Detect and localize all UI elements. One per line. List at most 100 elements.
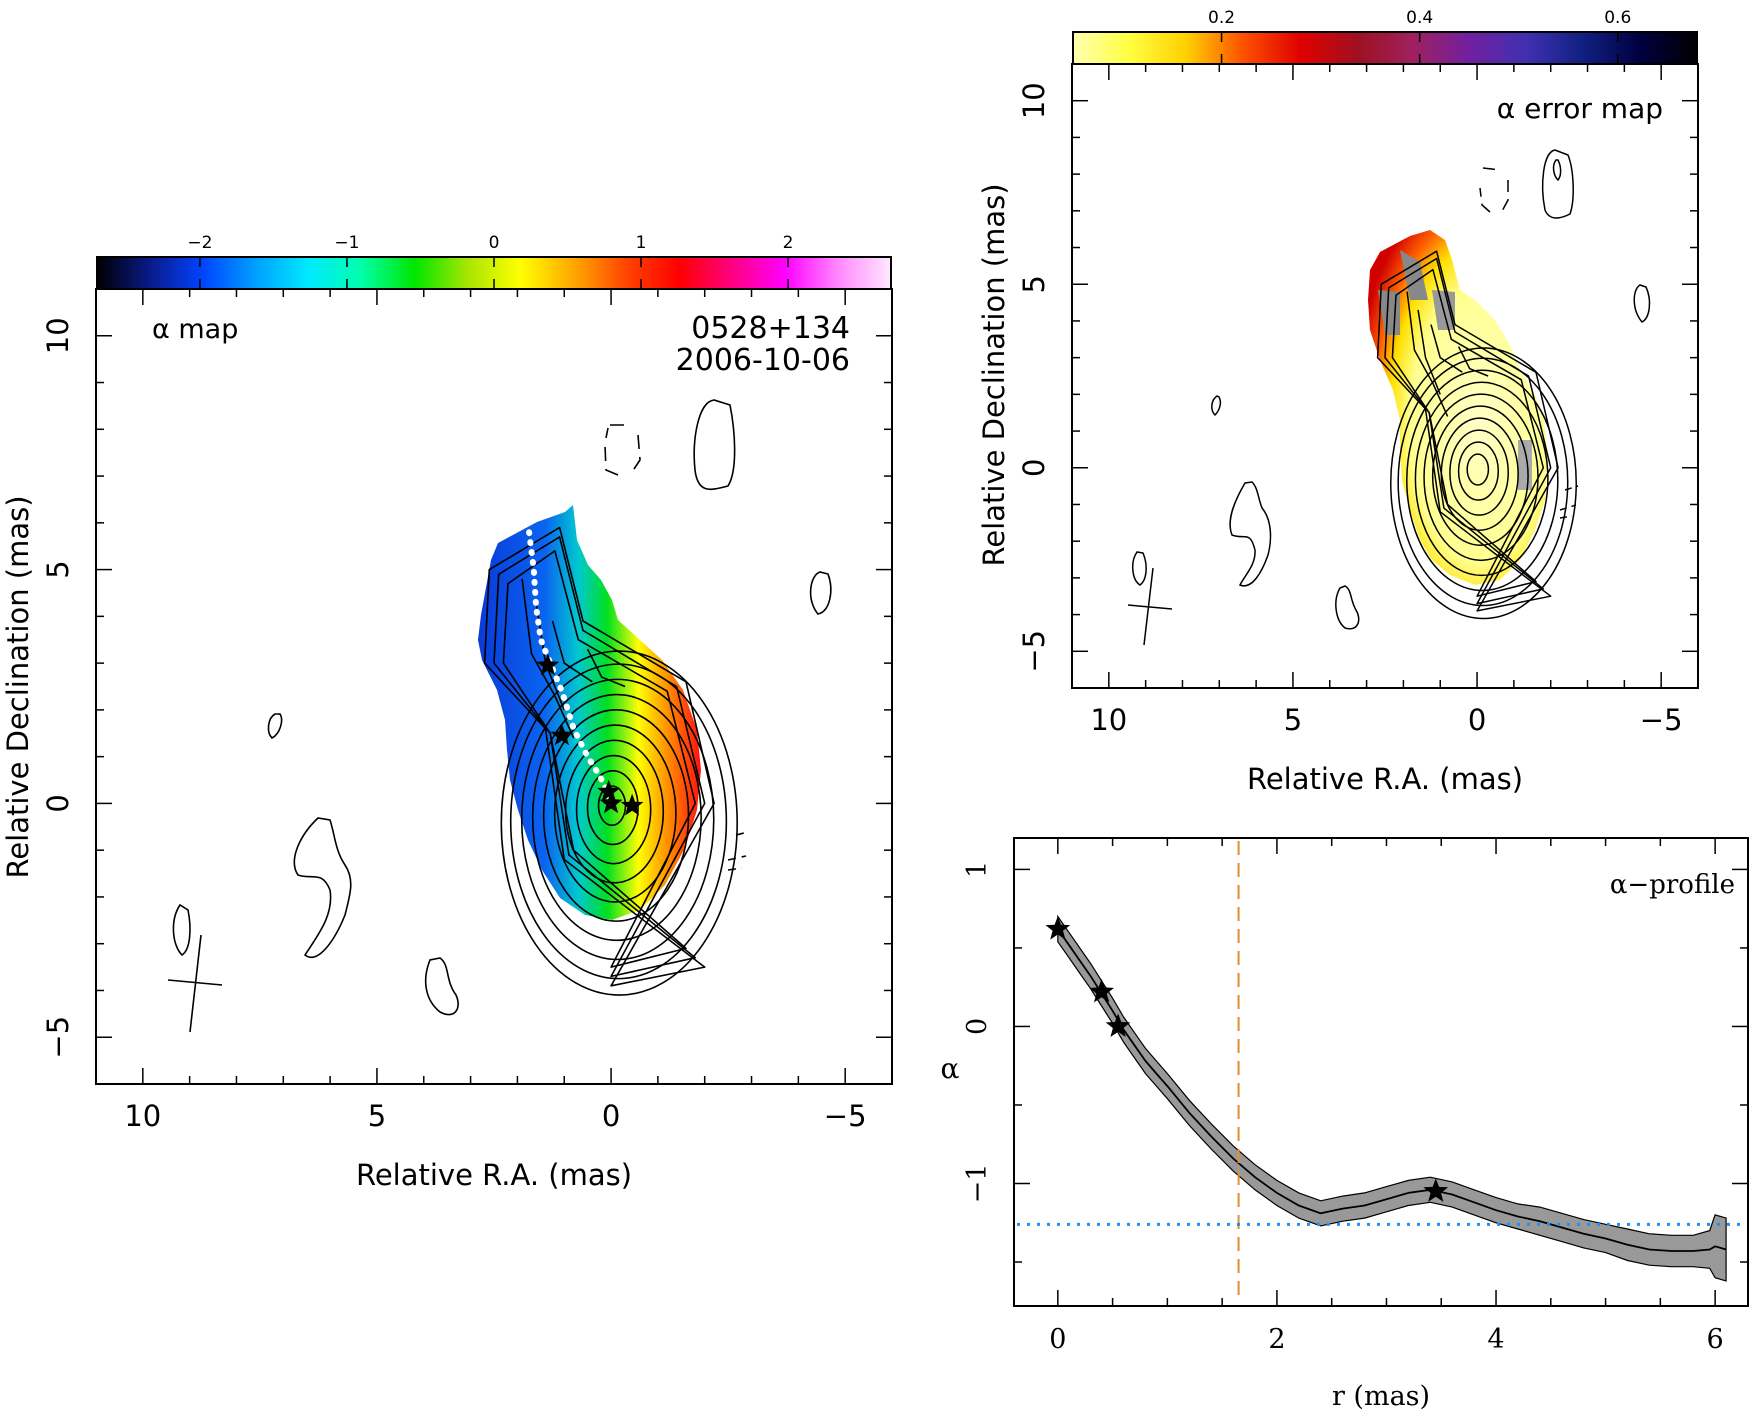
alpha-map-contour bbox=[483, 526, 715, 987]
alpha-map-star bbox=[620, 793, 644, 816]
alpha-map-axes: 10 5 0 −5 −5 0 5 10 bbox=[41, 289, 892, 1133]
alpha-map-xlabel: Relative R.A. (mas) bbox=[356, 1158, 632, 1192]
alpha-profile-star bbox=[1105, 1013, 1131, 1037]
alpha-profile-xlabel: r (mas) bbox=[1332, 1381, 1430, 1412]
alpha-map-ridge-line bbox=[526, 529, 615, 807]
error-map-contour bbox=[1457, 346, 1489, 377]
error-map-x-tick-label: 5 bbox=[1284, 703, 1302, 737]
alpha-profile-title: α−profile bbox=[1610, 870, 1735, 900]
error-map-contour bbox=[1406, 369, 1559, 592]
alpha-map-y-tick-label: 5 bbox=[41, 560, 75, 578]
alpha-map-contours bbox=[483, 526, 738, 996]
alpha-map-jet-colored-region bbox=[478, 505, 701, 920]
alpha-map-image bbox=[478, 505, 701, 920]
alpha-profile-y-tick-label: −1 bbox=[962, 1164, 993, 1204]
alpha-profile-x-tick-label: 2 bbox=[1268, 1324, 1285, 1355]
error-colorbar-tick-label: 0.6 bbox=[1604, 8, 1631, 28]
alpha-map-contour bbox=[520, 678, 715, 961]
error-map-extra-contours bbox=[1132, 149, 1651, 630]
error-map-contour bbox=[1430, 324, 1463, 373]
error-map-contour bbox=[1384, 257, 1552, 605]
alpha-map-extra-contours bbox=[172, 399, 832, 1016]
error-colorbar bbox=[1072, 31, 1698, 65]
error-map-x-tick-label: 0 bbox=[1468, 703, 1486, 737]
alpha-map-contour bbox=[586, 648, 626, 688]
error-map-contour bbox=[1406, 291, 1449, 417]
alpha-profile-star bbox=[1045, 916, 1071, 940]
alpha-map-y-tick-label: 10 bbox=[41, 317, 75, 354]
alpha-profile-x-tick-label: 6 bbox=[1707, 1324, 1724, 1355]
alpha-profile-frame bbox=[1013, 837, 1749, 1307]
alpha-map-contour bbox=[586, 769, 639, 846]
alpha-map-contour bbox=[509, 663, 728, 980]
alpha-map-x-tick-label: 10 bbox=[124, 1099, 161, 1133]
alpha-colorbar-tick-label: −2 bbox=[187, 233, 212, 253]
error-map-contour bbox=[1390, 347, 1577, 620]
error-map-y-tick-label: 0 bbox=[1017, 459, 1051, 477]
error-map-y-tick-label: −5 bbox=[1017, 630, 1051, 673]
alpha-map-contour bbox=[531, 693, 702, 942]
error-map-grey-patch-2 bbox=[1400, 250, 1428, 300]
alpha-map-star bbox=[597, 779, 621, 802]
alpha-profile-x-tick-label: 0 bbox=[1049, 1324, 1066, 1355]
alpha-map-source: 0528+134 bbox=[691, 311, 850, 346]
alpha-profile-y-tick-label: 1 bbox=[962, 861, 993, 878]
error-map-contour bbox=[1417, 309, 1441, 395]
error-map-contour bbox=[1457, 441, 1500, 501]
alpha-map-contour bbox=[502, 550, 697, 968]
alpha-profile-line bbox=[1057, 928, 1727, 1252]
error-map-contour bbox=[1431, 405, 1529, 547]
alpha-profile-panel: 0 2 4 6 −1 0 1 α−profile r (mas) α bbox=[941, 837, 1749, 1412]
error-map-contour bbox=[1376, 250, 1559, 612]
error-colorbar-tick-label: 0.4 bbox=[1406, 8, 1433, 28]
error-map-frame bbox=[1071, 63, 1699, 689]
error-map-contours bbox=[1376, 250, 1577, 620]
alpha-map-x-tick-label: 0 bbox=[602, 1099, 620, 1133]
error-colorbar-tick-label: 0.2 bbox=[1208, 8, 1235, 28]
alpha-map-x-tick-label: −5 bbox=[824, 1099, 867, 1133]
error-map-y-tick-label: 5 bbox=[1017, 275, 1051, 293]
error-map-ylabel: Relative Declination (mas) bbox=[977, 183, 1011, 566]
error-map-contour bbox=[1414, 381, 1549, 577]
alpha-map-panel: −2 −1 0 1 2 10 5 0 −5 −5 0 5 10 α map 0528+134 2006… bbox=[1, 233, 893, 1192]
error-map-panel: 0.2 0.4 0.6 10 5 0 −5 −5 0 5 10 α error map bbox=[977, 8, 1699, 796]
error-map-xlabel: Relative R.A. (mas) bbox=[1247, 762, 1523, 796]
alpha-map-frame bbox=[95, 288, 893, 1085]
error-map-axes: 10 5 0 −5 −5 0 5 10 bbox=[1017, 64, 1698, 737]
alpha-map-contour bbox=[521, 578, 575, 739]
alpha-map-title: α map bbox=[152, 314, 238, 345]
alpha-colorbar-tick-labels: −2 −1 0 1 2 bbox=[187, 233, 793, 253]
error-map-contour bbox=[1391, 268, 1545, 597]
alpha-colorbar-tick-label: 0 bbox=[489, 233, 500, 253]
alpha-colorbar-ticks bbox=[199, 257, 789, 289]
error-map-x-tick-label: −5 bbox=[1640, 703, 1683, 737]
error-map-beam bbox=[1127, 567, 1173, 646]
error-map-x-tick-label: 10 bbox=[1090, 703, 1127, 737]
alpha-map-contour bbox=[551, 620, 593, 683]
alpha-map-stars bbox=[536, 653, 644, 816]
error-map-contour bbox=[1449, 429, 1509, 516]
alpha-map-contour bbox=[493, 536, 706, 978]
alpha-colorbar-tick-label: −1 bbox=[334, 233, 359, 253]
error-map-title: α error map bbox=[1497, 92, 1663, 125]
alpha-map-star bbox=[536, 653, 560, 676]
alpha-map-y-tick-label: 0 bbox=[41, 794, 75, 812]
alpha-map-x-tick-label: 5 bbox=[368, 1099, 386, 1133]
error-colorbar-tick-labels: 0.2 0.4 0.6 bbox=[1208, 8, 1631, 28]
error-colorbar-ticks bbox=[1220, 32, 1619, 64]
alpha-map-star bbox=[599, 791, 623, 814]
alpha-profile-star bbox=[1423, 1178, 1449, 1202]
alpha-profile-y-tick-label: 0 bbox=[962, 1018, 993, 1035]
alpha-map-beam bbox=[167, 934, 223, 1033]
alpha-map-contour bbox=[553, 724, 677, 903]
alpha-map-date: 2006-10-06 bbox=[676, 343, 850, 378]
alpha-profile-axes: 0 2 4 6 −1 0 1 bbox=[962, 838, 1748, 1355]
alpha-colorbar-tick-label: 2 bbox=[783, 233, 794, 253]
alpha-profile-stars bbox=[1045, 916, 1449, 1202]
error-map-grey-patch-3 bbox=[1518, 440, 1532, 490]
alpha-colorbar-tick-label: 1 bbox=[636, 233, 647, 253]
alpha-profile-error-band bbox=[1057, 914, 1727, 1282]
alpha-map-contour bbox=[500, 650, 738, 996]
error-map-contour bbox=[1466, 453, 1490, 486]
